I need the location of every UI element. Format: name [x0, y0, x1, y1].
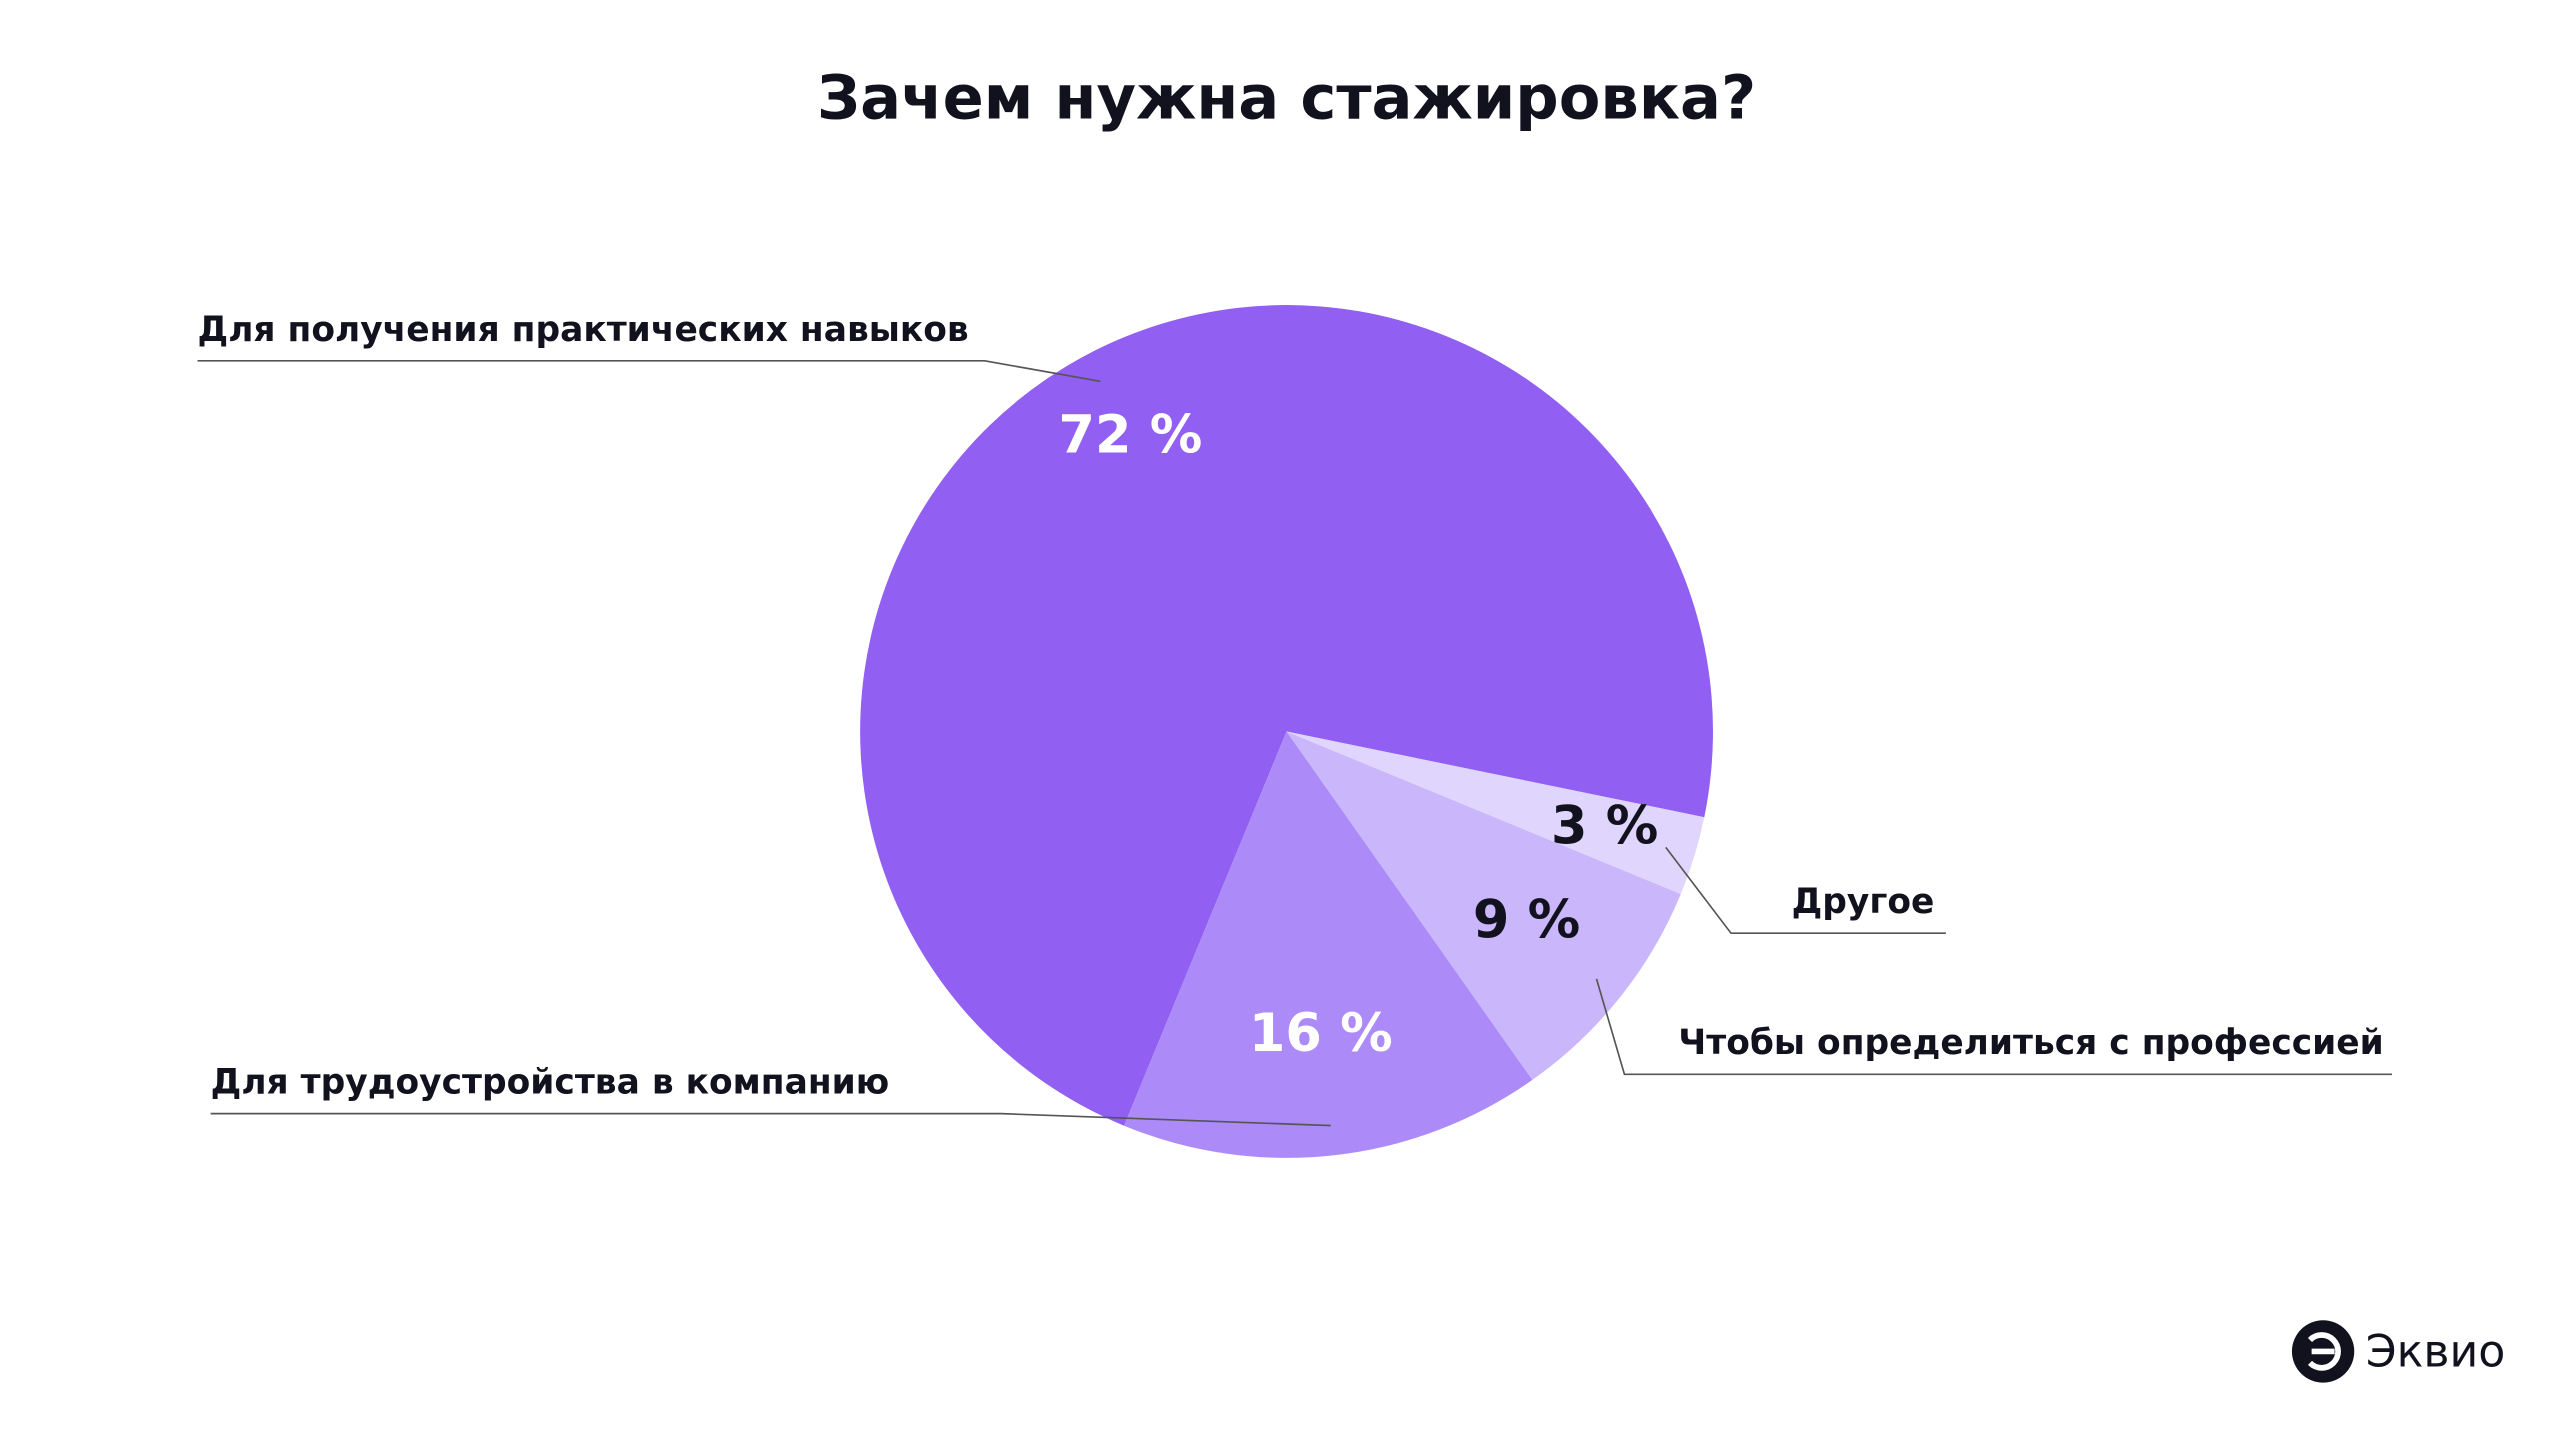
leader-line: [1665, 846, 1946, 935]
chart-title: Зачем нужна стажировка?: [817, 63, 1756, 133]
logo-glyph: [2307, 1332, 2341, 1371]
brand-logo: Эквио: [2291, 1320, 2506, 1383]
value-label: 3 %: [1551, 795, 1658, 856]
category-label: Другое: [1792, 882, 1935, 922]
category-label: Для получения практических навыков: [198, 310, 969, 350]
category-label: Чтобы определиться с профессией: [1678, 1023, 2383, 1063]
pie-slice: [1124, 731, 1533, 1158]
brand-name: Эквио: [2366, 1327, 2506, 1378]
value-label: 72 %: [1058, 404, 1202, 465]
value-label: 9 %: [1473, 890, 1580, 951]
category-label: Для трудоустройства в компанию: [211, 1063, 890, 1103]
value-label: 16 %: [1249, 1003, 1393, 1064]
leader-line: [210, 1112, 1331, 1127]
leader-line: [197, 360, 1101, 383]
pie-slice: [1286, 731, 1705, 894]
pie-slice: [1286, 731, 1681, 1080]
leader-line: [1595, 978, 2392, 1076]
pie-slice: [860, 305, 1713, 1126]
